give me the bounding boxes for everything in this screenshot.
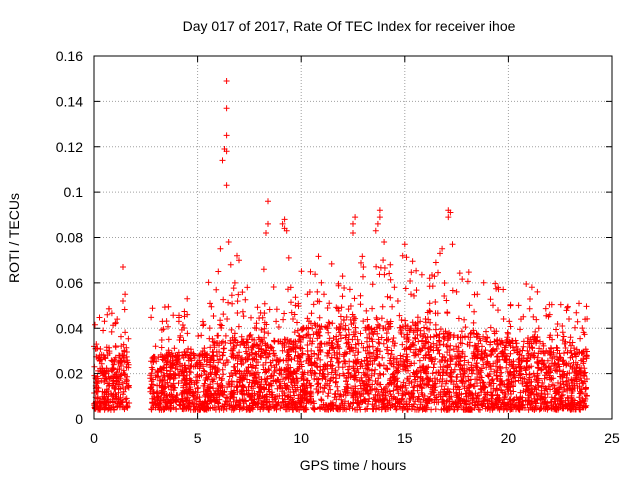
y-tick-label: 0	[75, 411, 83, 427]
y-tick-label: 0.16	[56, 48, 83, 64]
y-tick-label: 0.12	[56, 139, 83, 155]
y-axis-label: ROTI / TECUs	[6, 193, 22, 283]
x-tick-label: 20	[501, 430, 517, 446]
y-tick-label: 0.02	[56, 366, 83, 382]
y-tick-label: 0.06	[56, 275, 83, 291]
y-tick-label: 0.08	[56, 230, 83, 246]
data-points	[91, 78, 591, 413]
y-tick-label: 0.04	[56, 320, 83, 336]
scatter-markers	[91, 78, 591, 413]
x-tick-label: 10	[293, 430, 309, 446]
y-tick-label: 0.1	[64, 184, 84, 200]
x-tick-label: 5	[194, 430, 202, 446]
chart-title: Day 017 of 2017, Rate Of TEC Index for r…	[183, 18, 516, 34]
y-tick-label: 0.14	[56, 93, 83, 109]
x-axis-label: GPS time / hours	[300, 457, 407, 473]
x-axis-ticks: 0 5 10 15 20 25	[90, 56, 620, 446]
y-axis-ticks: 0 0.02 0.04 0.06 0.08 0.1 0.12 0.14 0.16	[56, 48, 612, 427]
x-tick-label: 15	[397, 430, 413, 446]
x-tick-label: 25	[604, 430, 620, 446]
x-tick-label: 0	[90, 430, 98, 446]
